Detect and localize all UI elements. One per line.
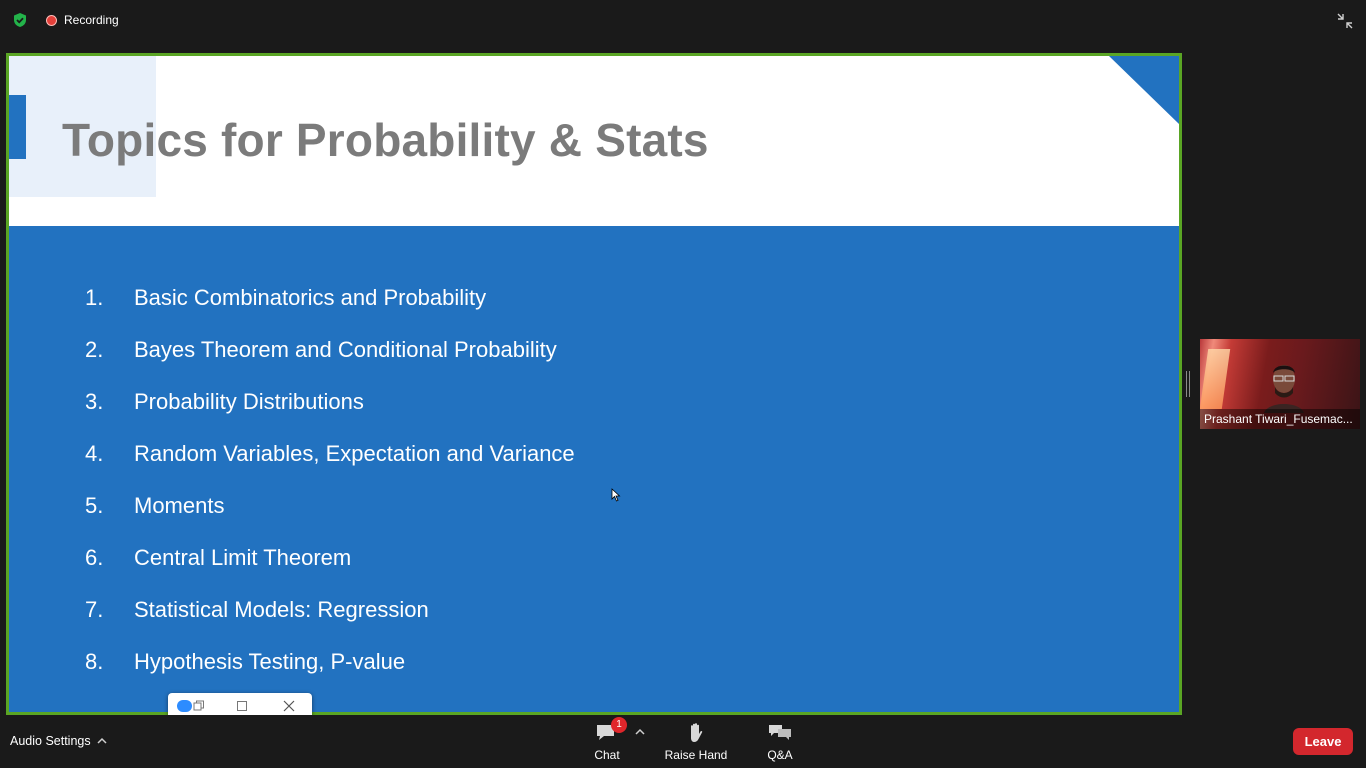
chevron-up-icon[interactable] xyxy=(96,736,108,746)
list-item-text: Random Variables, Expectation and Varian… xyxy=(134,441,575,466)
list-item-number: 2. xyxy=(85,337,104,362)
recording-label: Recording xyxy=(64,13,119,27)
meeting-toolbar: Audio Settings Chat Raise Hand Q&A xyxy=(0,715,1366,768)
participant-name: Prashant Tiwari_Fusemac... xyxy=(1200,409,1360,429)
audio-settings-button[interactable]: Audio Settings xyxy=(10,734,91,748)
shield-check-icon[interactable] xyxy=(12,12,28,28)
participant-video-image xyxy=(1264,365,1304,413)
list-item-number: 4. xyxy=(85,441,104,466)
list-item: 6. Central Limit Theorem xyxy=(9,545,809,575)
chat-icon xyxy=(597,725,614,740)
list-item-text: Probability Distributions xyxy=(134,389,364,414)
qa-button[interactable]: Q&A xyxy=(756,721,804,765)
list-item-number: 7. xyxy=(85,597,104,622)
raise-hand-label: Raise Hand xyxy=(664,748,728,762)
top-bar: Recording xyxy=(0,0,1366,40)
participant-video-tile[interactable]: Prashant Tiwari_Fusemac... xyxy=(1200,339,1360,429)
list-item-text: Statistical Models: Regression xyxy=(134,597,429,622)
close-icon[interactable] xyxy=(282,699,296,713)
slide-header: Topics for Probability & Stats xyxy=(9,56,1179,226)
list-item: 2. Bayes Theorem and Conditional Probabi… xyxy=(9,337,809,367)
header-corner-triangle xyxy=(1109,56,1179,124)
qa-label: Q&A xyxy=(767,748,793,762)
floating-control-window[interactable] xyxy=(168,693,312,719)
list-item-text: Central Limit Theorem xyxy=(134,545,352,570)
list-item-number: 1. xyxy=(85,285,104,310)
list-item-number: 3. xyxy=(85,389,104,414)
header-accent-bar xyxy=(9,95,26,159)
list-item-text: Hypothesis Testing, P-value xyxy=(134,649,406,674)
list-item-number: 5. xyxy=(85,493,104,518)
recording-icon[interactable] xyxy=(46,15,57,26)
chevron-up-icon[interactable] xyxy=(634,727,646,737)
slide-title: Topics for Probability & Stats xyxy=(62,114,709,166)
chat-button[interactable]: Chat xyxy=(580,721,634,765)
leave-button[interactable]: Leave xyxy=(1293,728,1353,755)
list-item: 5. Moments xyxy=(9,493,809,523)
video-window-light xyxy=(1200,349,1231,409)
list-item: 4. Random Variables, Expectation and Var… xyxy=(9,441,809,471)
list-item: 7. Statistical Models: Regression xyxy=(9,597,809,627)
chat-label: Chat xyxy=(594,748,620,762)
list-item-text: Bayes Theorem and Conditional Probabilit… xyxy=(134,337,557,362)
zoom-logo-icon xyxy=(177,700,192,712)
maximize-window-icon[interactable] xyxy=(235,699,249,713)
list-item: 8. Hypothesis Testing, P-value xyxy=(9,649,809,679)
raise-hand-button[interactable]: Raise Hand xyxy=(660,721,732,765)
shared-screen[interactable]: Topics for Probability & Stats 1. Basic … xyxy=(6,53,1182,715)
restore-window-icon[interactable] xyxy=(192,699,206,713)
qa-icon xyxy=(769,725,791,740)
chat-unread-badge: 1 xyxy=(611,717,627,733)
exit-fullscreen-icon[interactable] xyxy=(1334,10,1356,32)
raise-hand-icon xyxy=(691,723,703,742)
list-item-number: 8. xyxy=(85,649,104,674)
panel-splitter-handle[interactable] xyxy=(1186,371,1190,397)
list-item: 3. Probability Distributions xyxy=(9,389,809,419)
list-item-text: Basic Combinatorics and Probability xyxy=(134,285,487,310)
list-item-text: Moments xyxy=(134,493,225,518)
list-item: 1. Basic Combinatorics and Probability xyxy=(9,285,809,315)
header-accent-block xyxy=(9,56,156,197)
list-item-number: 6. xyxy=(85,545,104,570)
mouse-pointer-icon xyxy=(611,488,621,502)
